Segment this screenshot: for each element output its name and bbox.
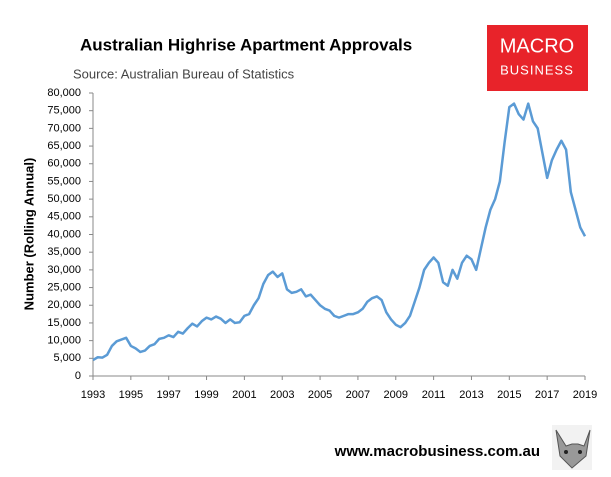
y-tick-label: 45,000 [47,211,81,223]
y-tick-label: 10,000 [47,335,81,347]
wolf-icon [552,425,592,470]
data-line [92,102,587,362]
x-tick-label: 2017 [535,389,559,401]
x-tick-label: 2011 [422,389,446,401]
y-tick-label: 20,000 [47,299,81,311]
y-tick-label: 30,000 [47,264,81,276]
x-tick-label: 1997 [156,389,180,401]
x-tick-label: 2007 [346,389,370,401]
y-tick-label: 25,000 [47,281,81,293]
x-tick-label: 2003 [270,389,294,401]
x-tick-label: 2013 [459,389,483,401]
logo-text: MACRO [500,35,574,57]
chart-subtitle: Source: Australian Bureau of Statistics [73,66,295,81]
y-axis-label: Number (Rolling Annual) [21,158,36,311]
y-tick-label: 55,000 [47,175,81,187]
x-tick-label: 2019 [573,389,597,401]
y-tick-label: 70,000 [47,122,81,134]
footer: www.macrobusiness.com.au [334,443,540,460]
y-tick-label: 15,000 [47,317,81,329]
x-tick-label: 2015 [497,389,521,401]
logo-text: BUSINESS [500,62,574,77]
x-tick-label: 1993 [81,389,105,401]
y-tick-label: 60,000 [47,158,81,170]
y-tick-label: 35,000 [47,246,81,258]
y-tick-label: 50,000 [47,193,81,205]
x-tick-label: 2001 [232,389,256,401]
chart-title: Australian Highrise Apartment Approvals [80,35,412,54]
logo-box [487,25,588,91]
y-tick-label: 75,000 [47,105,81,117]
x-tick-label: 2005 [308,389,332,401]
x-tick-label: 2009 [384,389,408,401]
y-tick-label: 0 [75,370,81,382]
y-tick-label: 65,000 [47,140,81,152]
y-tick-label: 40,000 [47,228,81,240]
y-tick-label: 5,000 [53,352,81,364]
x-tick-label: 1999 [194,389,218,401]
y-tick-label: 80,000 [47,87,81,99]
x-tick-label: 1995 [119,389,143,401]
